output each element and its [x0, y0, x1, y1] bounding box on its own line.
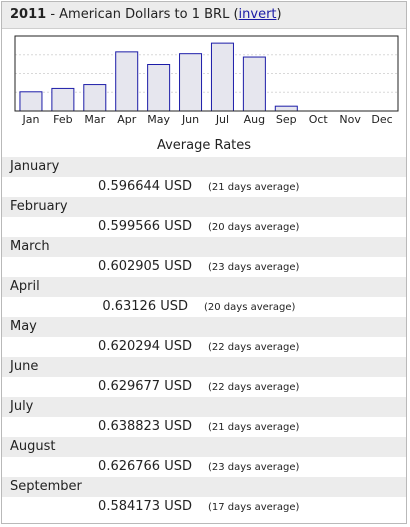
month-tick-label: Jan [22, 113, 40, 126]
month-name: May [2, 317, 406, 337]
month-axis: Jan Feb Mar Apr May Jun Jul Aug Sep Oct … [2, 113, 408, 131]
invert-link[interactable]: invert [238, 7, 277, 22]
month-tick-label: Apr [117, 113, 137, 126]
month-name: September [2, 477, 406, 497]
chart-bar-feb [51, 87, 75, 112]
days-average: (20 days average) [208, 222, 300, 233]
month-value: 0.63126 USD (20 days average) [2, 297, 406, 317]
days-average: (22 days average) [208, 382, 300, 393]
chart-bar-may [147, 64, 171, 112]
title-close-paren: ) [276, 7, 282, 22]
days-average: (21 days average) [208, 422, 300, 433]
chart-bar-sep [274, 105, 298, 112]
month-name: April [2, 277, 406, 297]
month-tick-label: May [147, 113, 170, 126]
rate-value: 0.602905 USD [98, 259, 192, 274]
rate-value: 0.584173 USD [98, 499, 192, 514]
days-average: (23 days average) [208, 262, 300, 273]
monthly-chart: Jan Feb Mar Apr May Jun Jul Aug Sep Oct … [2, 29, 406, 133]
month-name: July [2, 397, 406, 417]
title-text: - American Dollars to 1 BRL ( [50, 7, 239, 22]
month-value: 0.626766 USD (23 days average) [2, 457, 406, 477]
month-tick-label: Mar [84, 113, 106, 126]
month-tick-label: Aug [243, 113, 266, 126]
chart-bar-jan [19, 91, 43, 112]
days-average: (20 days average) [204, 302, 296, 313]
list-item: September 0.584173 USD (17 days average) [2, 477, 406, 517]
list-item: April 0.63126 USD (20 days average) [2, 277, 406, 317]
chart-bar-jul [210, 42, 234, 112]
rate-value: 0.638823 USD [98, 419, 192, 434]
average-rates-title: Average Rates [156, 138, 252, 153]
month-value: 0.629677 USD (22 days average) [2, 377, 406, 397]
rate-value: 0.599566 USD [98, 219, 192, 234]
days-average: (21 days average) [208, 182, 300, 193]
month-tick-label: Sep [275, 113, 297, 126]
rate-value: 0.629677 USD [98, 379, 192, 394]
list-item: July 0.638823 USD (21 days average) [2, 397, 406, 437]
rate-value: 0.63126 USD [102, 299, 188, 314]
month-value: 0.599566 USD (20 days average) [2, 217, 406, 237]
month-tick-label: Oct [308, 113, 328, 126]
month-value: 0.584173 USD (17 days average) [2, 497, 406, 517]
month-name: March [2, 237, 406, 257]
days-average: (22 days average) [208, 342, 300, 353]
month-name: June [2, 357, 406, 377]
chart-bar-mar [83, 84, 107, 112]
panel-header: 2011 - American Dollars to 1 BRL (invert… [2, 2, 406, 29]
list-item: August 0.626766 USD (23 days average) [2, 437, 406, 477]
month-tick-label: Dec [371, 113, 393, 126]
chart-border [14, 35, 399, 112]
month-tick-label: Feb [53, 113, 73, 126]
list-item: May 0.620294 USD (22 days average) [2, 317, 406, 357]
chart-svg [14, 35, 399, 112]
month-name: August [2, 437, 406, 457]
list-item: June 0.629677 USD (22 days average) [2, 357, 406, 397]
month-value: 0.602905 USD (23 days average) [2, 257, 406, 277]
month-value: 0.596644 USD (21 days average) [2, 177, 406, 197]
month-tick-label: Jun [181, 113, 200, 126]
month-tick-label: Nov [339, 113, 361, 126]
days-average: (17 days average) [208, 502, 300, 513]
rate-value: 0.620294 USD [98, 339, 192, 354]
chart-bar-apr [115, 51, 139, 112]
rate-value: 0.626766 USD [98, 459, 192, 474]
month-name: February [2, 197, 406, 217]
month-tick-label: Jul [215, 113, 230, 126]
chart-bar-aug [242, 56, 266, 112]
chart-bar-jun [179, 53, 203, 112]
list-item: March 0.602905 USD (23 days average) [2, 237, 406, 277]
month-name: January [2, 157, 406, 177]
month-value: 0.638823 USD (21 days average) [2, 417, 406, 437]
month-value: 0.620294 USD (22 days average) [2, 337, 406, 357]
list-item: January 0.596644 USD (21 days average) [2, 157, 406, 197]
monthly-rates-list: January 0.596644 USD (21 days average) Fe… [2, 157, 406, 517]
days-average: (23 days average) [208, 462, 300, 473]
list-item: February 0.599566 USD (20 days average) [2, 197, 406, 237]
year-label: 2011 [10, 7, 47, 22]
rate-value: 0.596644 USD [98, 179, 192, 194]
